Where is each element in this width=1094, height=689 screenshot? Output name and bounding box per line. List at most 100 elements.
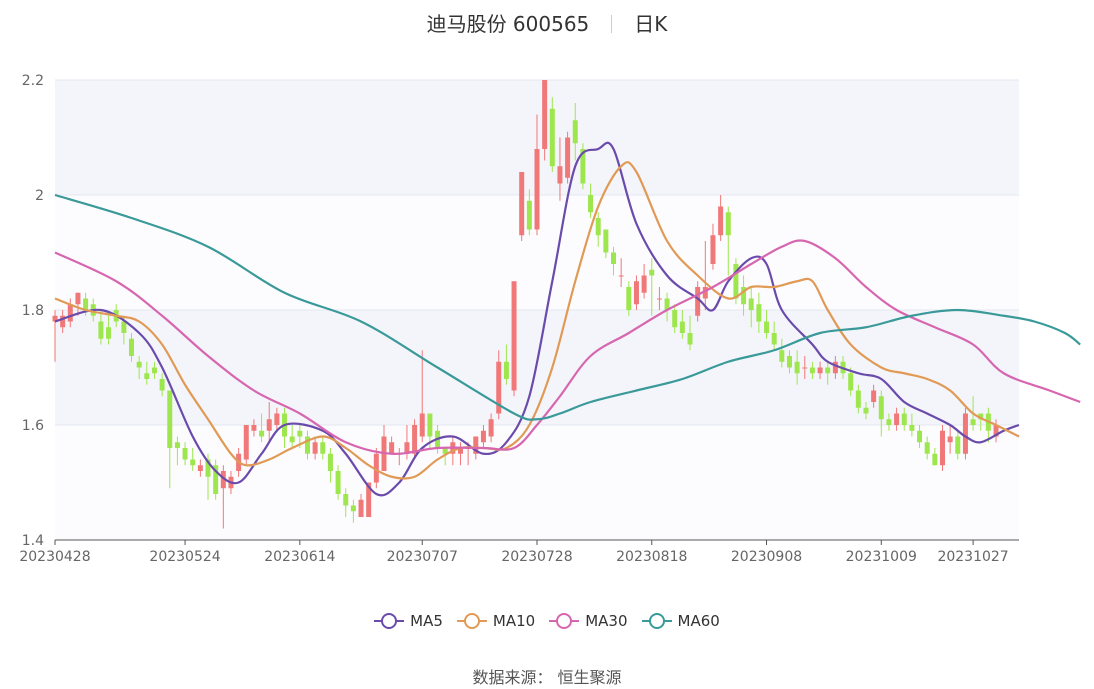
x-tick-label: 20230728 (501, 549, 572, 565)
candle-body (947, 436, 953, 443)
candle-body (266, 419, 272, 431)
legend-marker (374, 613, 405, 629)
candle-body (373, 453, 379, 483)
candle-body (855, 390, 861, 408)
candle-body (60, 315, 66, 328)
legend: MA5 MA10 MA30 MA60 (0, 612, 1094, 633)
candle-body (603, 229, 609, 253)
legend-marker (641, 613, 672, 629)
candle-body (327, 453, 333, 471)
candle-body (473, 436, 479, 454)
candle-body (526, 200, 532, 230)
chart-title: 迪马股份 600565 日K (0, 8, 1094, 37)
candle-body (924, 442, 930, 454)
candle-body (67, 304, 73, 322)
candle-body (419, 413, 425, 437)
candle-body (488, 419, 494, 437)
ma-line-ma5 (54, 141, 1020, 497)
candle-body (565, 137, 571, 178)
candle-body (748, 298, 754, 310)
x-tick-label: 20230818 (616, 549, 687, 565)
candle-body (519, 172, 525, 236)
candle-body (886, 419, 892, 425)
candle-body (771, 333, 777, 345)
candle-body (503, 361, 509, 379)
candle-body (304, 436, 310, 454)
ma-line-ma30 (54, 239, 1081, 455)
candle-body (595, 218, 601, 236)
candle-body (817, 367, 823, 374)
candle-body (151, 367, 157, 374)
legend-label: MA5 (410, 612, 443, 630)
legend-label: MA10 (492, 612, 536, 630)
candle-body (733, 264, 739, 299)
candle-body (932, 453, 938, 466)
candle-body (863, 407, 869, 414)
candle-body (542, 80, 548, 149)
candle-body (75, 292, 81, 305)
candle-body (350, 505, 356, 512)
candle-body (588, 195, 594, 213)
candle-body (496, 361, 502, 414)
candle-body (641, 275, 647, 293)
candle-body (672, 310, 678, 328)
y-tick-label: 1.4 (22, 533, 44, 549)
candle-body (251, 425, 257, 431)
candle-body (825, 367, 831, 374)
candle-body (190, 459, 196, 466)
legend-item-ma5[interactable]: MA5 (374, 612, 443, 630)
candle-body (764, 321, 770, 333)
x-tick-label: 20230428 (19, 549, 90, 565)
legend-item-ma30[interactable]: MA30 (549, 612, 628, 630)
x-tick-label: 20230614 (264, 549, 335, 565)
candle-body (664, 298, 670, 310)
candle-body (289, 436, 295, 443)
candle-body (442, 448, 448, 454)
candle-body (320, 442, 326, 454)
candle-body (136, 361, 142, 368)
candle-body (909, 425, 915, 431)
candle-body (633, 281, 639, 305)
candle-body (106, 327, 112, 339)
x-tick-label: 20230524 (149, 549, 220, 565)
period-label: 日K (634, 12, 668, 36)
candle-body (129, 338, 135, 356)
legend-item-ma10[interactable]: MA10 (456, 612, 536, 630)
title-separator (611, 15, 613, 33)
candle-body (412, 425, 418, 454)
candle-body (427, 413, 433, 437)
y-tick-label: 2 (35, 188, 44, 204)
candle-body (243, 425, 249, 460)
legend-marker (549, 613, 580, 629)
candle-body (779, 350, 785, 362)
plot-band (55, 425, 1019, 540)
candle-body (901, 413, 907, 425)
candle-body (335, 471, 341, 494)
x-tick-label: 20230707 (387, 549, 458, 565)
candle-body (871, 390, 877, 402)
candle-body (962, 413, 968, 454)
x-tick-label: 20231027 (937, 549, 1008, 565)
candle-body (786, 356, 792, 368)
candle-body (549, 108, 555, 167)
candle-body (358, 499, 364, 517)
x-tick-label: 20231009 (846, 549, 917, 565)
candle-body (98, 321, 104, 339)
candle-body (182, 448, 188, 460)
candle-body (702, 287, 708, 299)
candle-body (978, 413, 984, 420)
candle-body (917, 430, 923, 443)
candle-body (121, 321, 127, 333)
candle-body (404, 442, 410, 454)
candle-body (580, 149, 586, 184)
candle-body (366, 482, 372, 517)
candle-body (809, 367, 815, 374)
candle-body (259, 430, 265, 437)
candle-body (572, 120, 578, 144)
legend-item-ma60[interactable]: MA60 (641, 612, 720, 630)
candle-body (939, 430, 945, 466)
candle-body (274, 413, 280, 425)
candle-body (832, 361, 838, 374)
y-tick-label: 1.6 (22, 418, 44, 434)
candle-body (710, 235, 716, 264)
